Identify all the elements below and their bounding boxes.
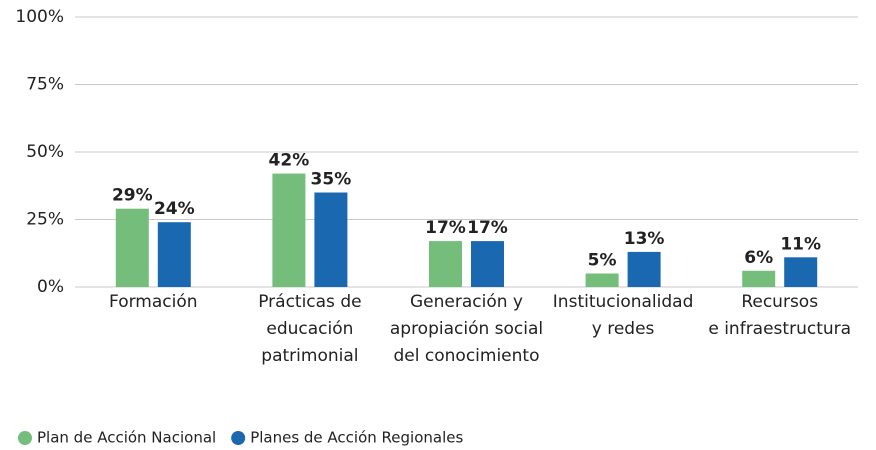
- value-label: 42%: [269, 151, 310, 171]
- bar: [272, 173, 306, 287]
- value-label: 35%: [311, 170, 352, 190]
- legend-label: Planes de Acción Regionales: [250, 429, 463, 447]
- legend-label: Plan de Acción Nacional: [37, 429, 216, 447]
- x-tick-label: Generación y apropiación social del conoci…: [390, 292, 543, 366]
- y-tick-label: 100%: [15, 7, 64, 27]
- legend-swatch: [18, 431, 32, 445]
- legend-swatch: [231, 431, 246, 445]
- value-label: 13%: [624, 229, 665, 249]
- y-tick-label: 75%: [26, 75, 64, 95]
- y-tick-label: 50%: [26, 142, 64, 162]
- value-label: 17%: [425, 218, 466, 238]
- bar: [429, 241, 462, 287]
- y-tick-label: 25%: [26, 210, 64, 230]
- bar: [742, 270, 776, 287]
- bar: [471, 241, 504, 287]
- value-label: 17%: [467, 218, 508, 238]
- x-tick-label: Prácticas de educación patrimonial: [258, 292, 361, 366]
- bar: [115, 208, 149, 287]
- bar: [157, 222, 191, 287]
- x-tick-label: Formación: [109, 292, 198, 312]
- bar: [627, 251, 661, 287]
- bar: [784, 257, 818, 287]
- bar: [585, 273, 619, 287]
- x-tick-label: Institucionalidad y redes: [553, 292, 694, 339]
- value-label: 5%: [588, 251, 617, 271]
- y-tick-label: 0%: [37, 277, 64, 297]
- x-tick-label: Recursos e infraestructura: [708, 292, 851, 339]
- value-label: 6%: [744, 248, 773, 268]
- value-label: 24%: [154, 199, 195, 219]
- bar: [314, 192, 348, 287]
- value-label: 11%: [780, 234, 821, 254]
- value-label: 29%: [112, 186, 153, 206]
